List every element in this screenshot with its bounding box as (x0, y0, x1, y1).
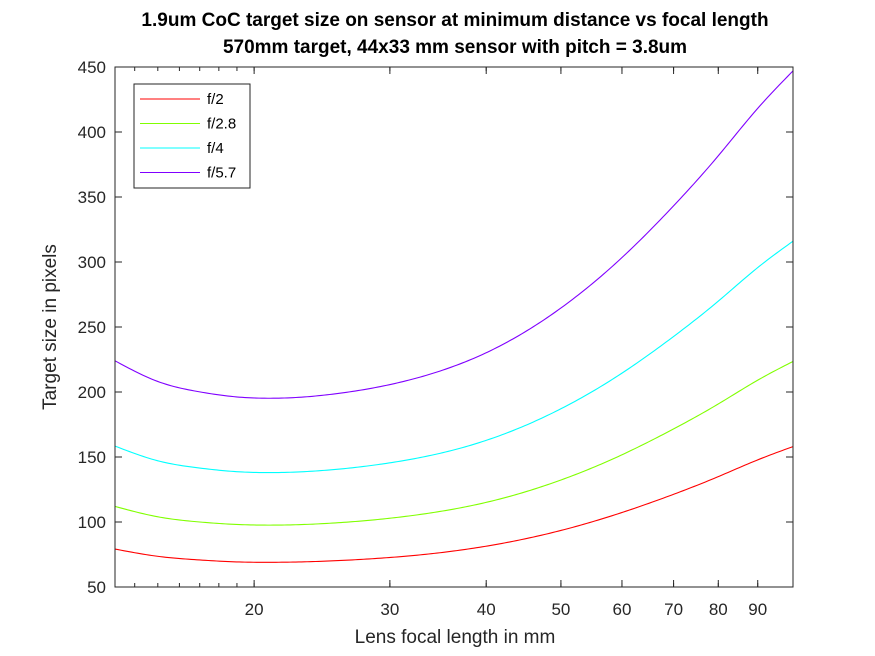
x-tick-label: 70 (664, 600, 683, 619)
y-tick-label: 450 (78, 58, 106, 77)
series-line-f2 (114, 446, 794, 563)
legend-label: f/4 (207, 140, 224, 157)
y-tick-label: 50 (87, 578, 106, 597)
y-tick-label: 100 (78, 513, 106, 532)
y-tick-label: 400 (78, 123, 106, 142)
y-tick-label: 200 (78, 383, 106, 402)
series-line-f5.7 (114, 70, 794, 399)
series-line-f4 (114, 240, 794, 474)
chart-title: 1.9um CoC target size on sensor at minim… (141, 10, 768, 31)
legend: f/2 f/2.8 f/4 f/5.7 (133, 83, 251, 189)
legend-box (133, 83, 251, 189)
x-axis-label: Lens focal length in mm (355, 627, 556, 648)
legend-label: f/2.8 (207, 116, 236, 133)
x-tick-label: 40 (477, 600, 496, 619)
x-tick-label: 60 (613, 600, 632, 619)
x-tick-label: 20 (245, 600, 264, 619)
x-tick-label: 80 (709, 600, 728, 619)
legend-label: f/5.7 (207, 165, 236, 182)
y-tick-label: 350 (78, 188, 106, 207)
series-line-f2.8 (114, 360, 794, 526)
y-tick-label: 300 (78, 253, 106, 272)
y-axis-label: Target size in pixels (40, 244, 61, 410)
y-tick-label: 250 (78, 318, 106, 337)
y-tick-label: 150 (78, 448, 106, 467)
x-tick-label: 30 (380, 600, 399, 619)
legend-label: f/2 (207, 91, 224, 108)
x-tick-label: 90 (748, 600, 767, 619)
x-tick-label: 50 (551, 600, 570, 619)
chart-subtitle: 570mm target, 44x33 mm sensor with pitch… (223, 37, 687, 58)
